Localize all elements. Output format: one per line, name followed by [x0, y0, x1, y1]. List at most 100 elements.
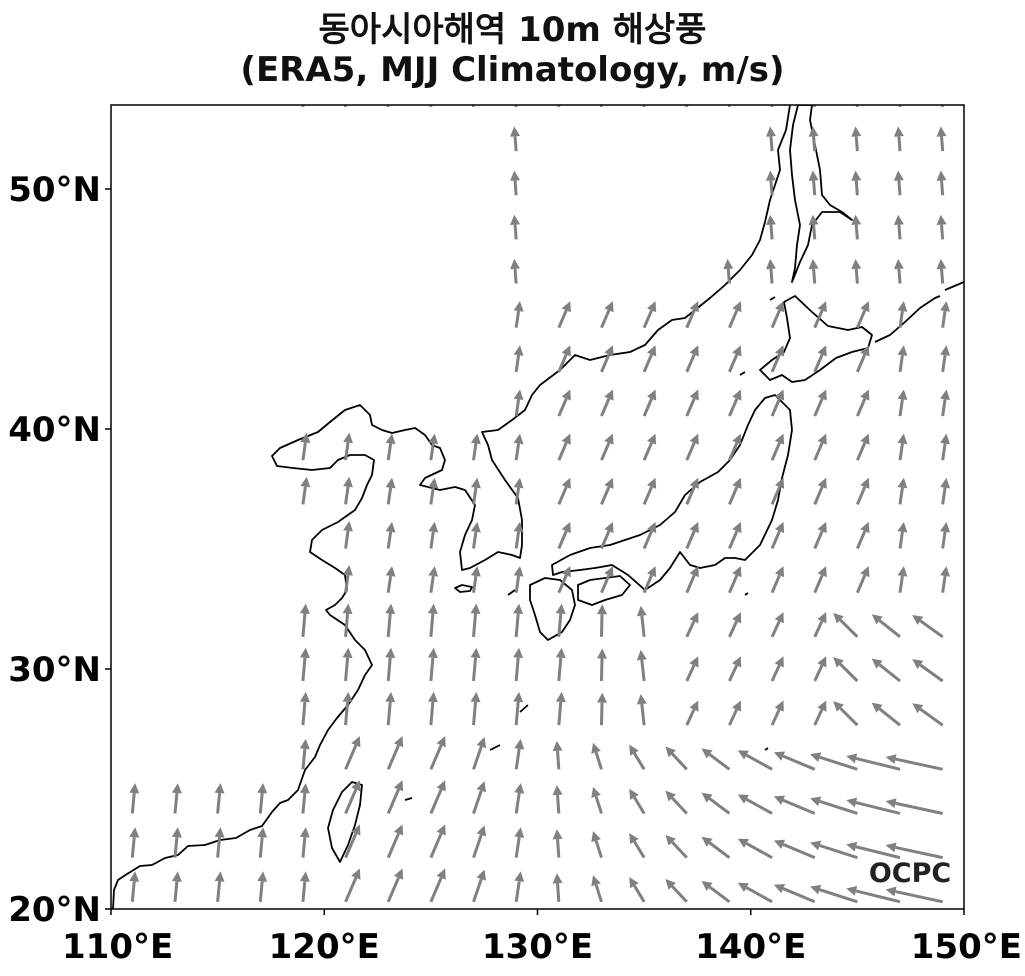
wind-arrow: [344, 736, 361, 770]
wind-arrow-shaft: [708, 753, 731, 771]
wind-arrow-head: [940, 521, 951, 533]
wind-arrow-head: [604, 566, 614, 578]
wind-arrow: [810, 796, 858, 815]
wind-arrow-head: [629, 877, 639, 889]
wind-arrow-head: [897, 389, 908, 401]
wind-arrow-shaft: [429, 744, 443, 770]
wind-arrow-head: [604, 477, 614, 489]
wind-arrow-head: [860, 433, 870, 445]
wind-arrow-shaft: [472, 790, 483, 814]
wind-arrow: [555, 691, 566, 726]
wind-arrow: [941, 105, 945, 108]
wind-arrow-head: [701, 880, 713, 891]
wind-arrow: [808, 126, 819, 152]
wind-arrow-shaft: [633, 884, 646, 903]
wind-arrow-head: [171, 783, 182, 794]
wind-arrow-shaft: [386, 575, 393, 593]
wind-arrow: [701, 836, 731, 859]
wind-arrow-shaft: [895, 757, 943, 771]
wind-arrow: [813, 105, 817, 108]
wind-arrow-shaft: [344, 701, 350, 726]
wind-arrow-shaft: [472, 487, 478, 505]
wind-arrow-shaft: [514, 487, 521, 505]
wind-arrow-head: [342, 603, 353, 614]
wind-arrow: [665, 746, 688, 771]
wind-arrow-head: [604, 433, 614, 445]
wind-arrow-shaft: [130, 792, 136, 814]
wind-arrow-head: [817, 612, 827, 624]
wind-arrow: [343, 520, 353, 549]
wind-arrow: [591, 742, 603, 770]
wind-arrow-shaft: [557, 530, 568, 550]
wind-arrow-shaft: [813, 486, 824, 505]
wind-arrow-shaft: [514, 531, 521, 549]
wind-arrow-head: [513, 345, 524, 356]
wind-arrow: [472, 781, 487, 814]
wind-arrow-head: [860, 566, 870, 578]
wind-arrow-shaft: [599, 702, 604, 726]
wind-arrow: [685, 345, 699, 373]
wind-arrow: [940, 477, 951, 505]
wind-arrow: [851, 170, 862, 196]
wind-arrow-head: [860, 477, 870, 489]
wind-arrow: [893, 258, 904, 284]
wind-arrow-shaft: [671, 841, 688, 859]
wind-arrow-shaft: [386, 877, 400, 903]
wind-arrow-head: [385, 647, 396, 659]
wind-arrow: [514, 871, 525, 903]
wind-arrow-head: [425, 82, 435, 92]
wind-arrow-head: [936, 258, 947, 270]
wind-arrow-shaft: [301, 613, 307, 637]
y-tick-label: 40°N: [8, 410, 101, 450]
wind-arrow-head: [774, 389, 785, 401]
wind-arrow: [472, 737, 487, 770]
wind-arrow-shaft: [897, 268, 902, 284]
wind-arrow-head: [765, 214, 776, 226]
wind-arrow: [510, 258, 521, 284]
wind-arrow-shaft: [878, 663, 901, 683]
wind-arrow: [129, 827, 140, 858]
wind-arrow: [642, 521, 657, 550]
wind-arrow: [912, 703, 944, 727]
wind-arrow-head: [629, 832, 639, 845]
wind-arrow-head: [470, 566, 481, 577]
wind-arrow-shaft: [782, 798, 816, 815]
wind-vectors: [129, 82, 951, 904]
wind-arrow-shaft: [898, 354, 904, 373]
wind-arrow-shaft: [898, 575, 904, 593]
wind-arrow-shaft: [671, 796, 688, 815]
wind-arrow-shaft: [813, 574, 824, 594]
wind-arrow-shaft: [258, 837, 264, 858]
wind-arrow-head: [732, 656, 742, 668]
wind-arrow: [513, 389, 524, 417]
wind-arrow-head: [343, 565, 353, 576]
wind-arrow: [591, 875, 603, 903]
wind-arrow-shaft: [514, 701, 520, 726]
wind-arrow-head: [833, 657, 844, 668]
wind-arrow-shaft: [472, 878, 483, 903]
wind-arrow-head: [513, 301, 524, 312]
wind-arrow-head: [871, 658, 883, 669]
wind-arrow-head: [817, 345, 827, 357]
wind-arrow-shaft: [813, 664, 824, 682]
wind-arrow: [385, 691, 396, 726]
wind-arrow: [855, 389, 870, 417]
wind-arrow-shaft: [839, 707, 859, 727]
wind-arrow: [897, 345, 908, 373]
wind-arrow: [299, 783, 310, 814]
wind-arrow: [472, 825, 487, 859]
wind-arrow-head: [561, 389, 571, 401]
wind-arrow: [591, 831, 603, 859]
wind-arrow-head: [561, 566, 571, 578]
wind-arrow-head: [665, 746, 676, 758]
wind-arrow: [642, 389, 657, 417]
wind-arrow-head: [940, 477, 951, 489]
wind-arrow-head: [513, 603, 524, 614]
wind-arrow-shaft: [514, 613, 520, 637]
wind-arrow: [470, 521, 481, 549]
wind-arrow-shaft: [429, 877, 443, 903]
wind-arrow-shaft: [708, 841, 731, 859]
wind-arrow-shaft: [633, 752, 646, 771]
wind-arrow-shaft: [513, 224, 518, 240]
wind-arrow-head: [689, 477, 699, 489]
